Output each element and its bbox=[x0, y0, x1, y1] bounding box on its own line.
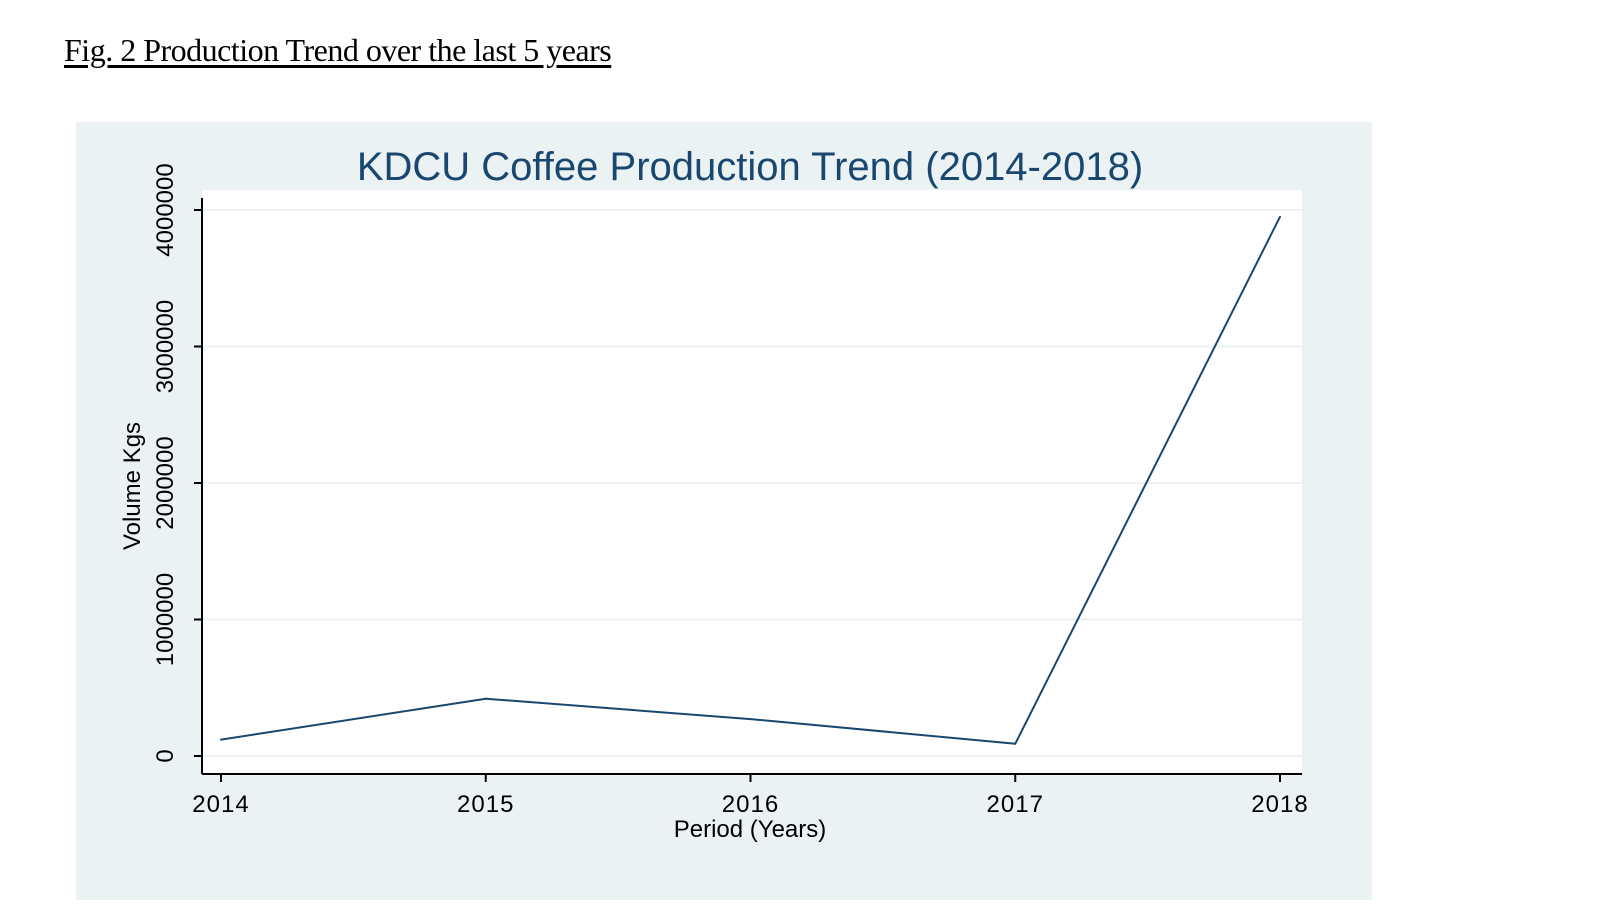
y-axis-label: Volume Kgs bbox=[119, 422, 146, 550]
gridlines bbox=[202, 209, 1302, 757]
x-axis-label: Period (Years) bbox=[674, 816, 827, 843]
x-tick-label: 2018 bbox=[1251, 791, 1308, 818]
chart-frame: 0 1000000 2000000 3000000 4000000 2014 2015 201… bbox=[76, 122, 1372, 900]
x-tick-label: 2015 bbox=[457, 791, 514, 818]
series-group bbox=[220, 215, 1281, 745]
data-point bbox=[220, 738, 222, 741]
y-tick-label: 0 bbox=[152, 749, 179, 762]
x-tick-label: 2016 bbox=[722, 791, 779, 818]
x-tick-label: 2014 bbox=[192, 791, 249, 818]
ticks: 0 1000000 2000000 3000000 4000000 2014 2015 201… bbox=[152, 163, 1308, 818]
data-point bbox=[1014, 742, 1017, 745]
data-point bbox=[484, 697, 487, 700]
figure-caption: Fig. 2 Production Trend over the last 5 … bbox=[64, 32, 612, 68]
y-tick-label: 2000000 bbox=[152, 436, 179, 529]
line-chart: 0 1000000 2000000 3000000 4000000 2014 2015 201… bbox=[76, 122, 1372, 900]
y-tick-label: 3000000 bbox=[152, 300, 179, 393]
data-point bbox=[749, 718, 752, 721]
y-tick-label: 1000000 bbox=[152, 573, 179, 666]
data-point bbox=[1279, 215, 1281, 218]
y-tick-label: 4000000 bbox=[152, 163, 179, 256]
chart-title: KDCU Coffee Production Trend (2014-2018) bbox=[357, 145, 1143, 189]
axes bbox=[201, 198, 1302, 775]
x-tick-label: 2017 bbox=[987, 791, 1044, 818]
